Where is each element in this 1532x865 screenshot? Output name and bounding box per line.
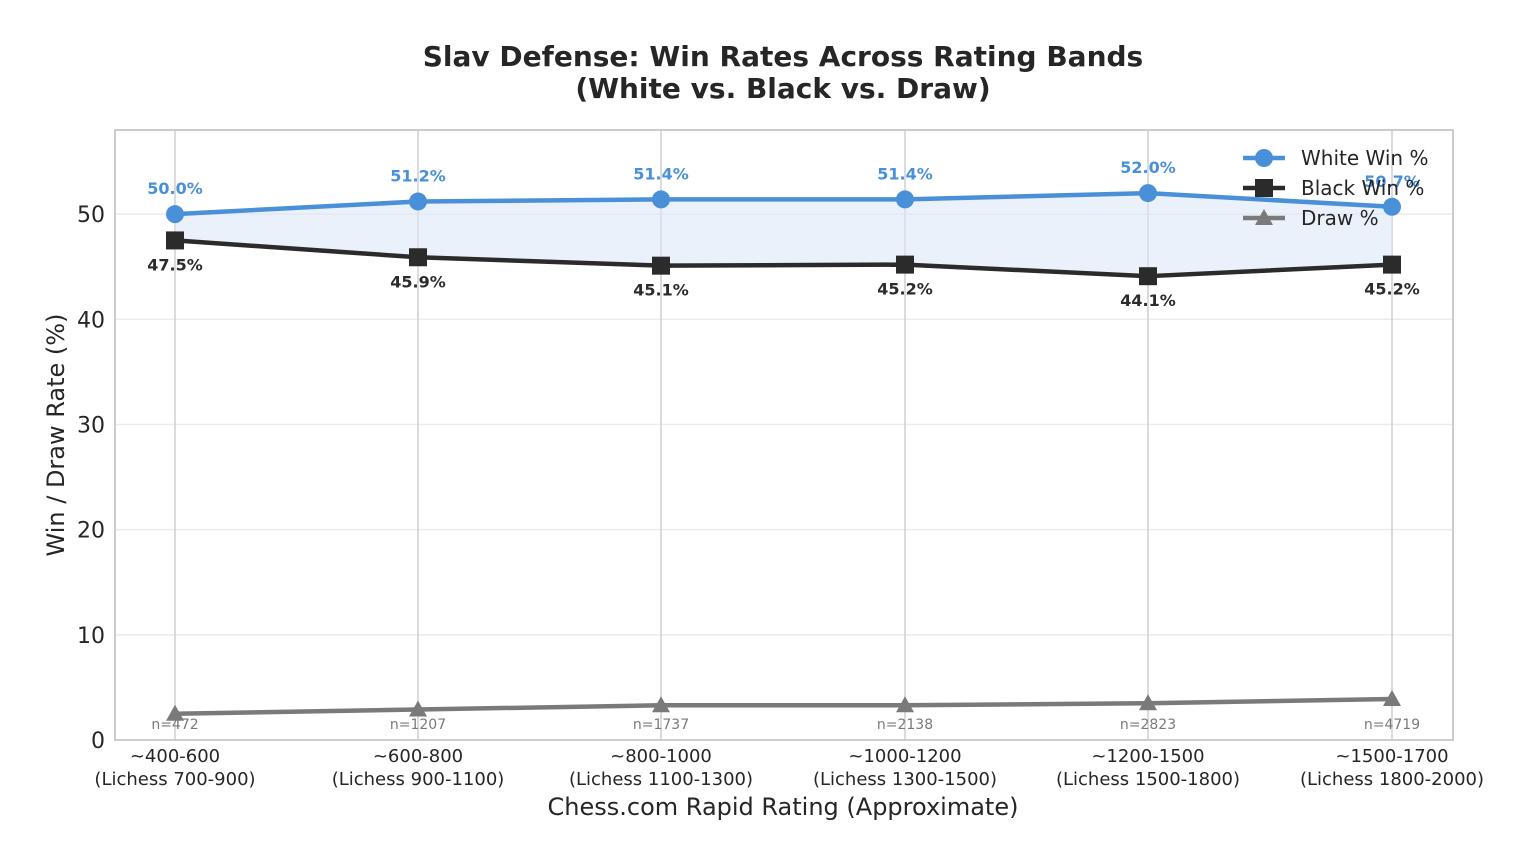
black-point [409,248,427,267]
white-data-label: 52.0% [1120,158,1176,177]
y-tick-label: 10 [77,624,105,649]
white-data-label: 51.2% [390,167,446,186]
legend-label-white: White Win % [1301,146,1428,170]
legend-label-draw: Draw % [1301,206,1379,230]
white-data-label: 50.7% [1364,172,1420,191]
draw-point [409,700,427,717]
x-tick-sublabel: (Lichess 1100-1300) [569,769,753,790]
black-data-label: 44.1% [1120,291,1176,310]
x-tick-label: ~400-600 [130,746,220,767]
legend: White Win % Black Win % Draw % [1243,146,1428,230]
white-data-label: 51.4% [877,164,933,183]
sample-size-label: n=4719 [1364,717,1420,733]
y-axis-label: Win / Draw Rate (%) [42,314,70,557]
y-tick-label: 50 [77,203,105,228]
white-black-gap-fill [175,193,1392,277]
white-point [166,205,184,224]
x-tick-label: ~800-1000 [610,746,712,767]
x-tick-label: ~1000-1200 [848,746,961,767]
x-tick-label: ~600-800 [373,746,463,767]
black-data-label: 45.2% [877,280,933,299]
white-point [1139,184,1157,203]
draw-series-line [174,696,1393,716]
draw-point [166,704,184,721]
black-point [166,231,184,250]
white-data-label: 50.0% [147,179,203,198]
white-point [896,190,914,209]
y-tick-label: 20 [77,519,105,544]
white-series-line [174,190,1393,217]
x-tick-sublabel: (Lichess 700-900) [94,769,255,790]
black-data-label: 45.1% [633,281,689,300]
x-axis-label: Chess.com Rapid Rating (Approximate) [548,793,1019,821]
legend-label-black: Black Win % [1301,176,1424,200]
white-point [1383,197,1401,216]
sample-size-label: n=2138 [877,717,933,733]
plot-frame [114,129,1454,741]
x-tick-label: ~1200-1500 [1091,746,1204,767]
chart-title-line-1: Slav Defense: Win Rates Across Rating Ba… [423,40,1143,73]
plot-area: 0 10 20 30 40 50 ~400-600(Lichess 700-900) ~600… [77,129,1484,790]
black-point [1139,267,1157,286]
x-tick-sublabel: (Lichess 1800-2000) [1300,769,1484,790]
draw-point [1383,689,1401,706]
x-tick-sublabel: (Lichess 1300-1500) [813,769,997,790]
legend-marker-black [1255,179,1273,197]
legend-marker-white [1255,149,1273,167]
draw-point [652,696,670,713]
sample-size-label: n=1207 [390,717,446,733]
black-point [652,256,670,275]
sample-size-label: n=1737 [633,717,689,733]
x-tick-label: ~1500-1700 [1335,746,1448,767]
y-tick-label: 0 [91,729,105,754]
legend-marker-draw [1255,209,1273,225]
y-tick-label: 40 [77,308,105,333]
sample-size-label: n=472 [151,717,198,733]
black-data-label: 45.9% [390,272,446,291]
y-tick-label: 30 [77,413,105,438]
chart-title-line-2: (White vs. Black vs. Draw) [575,72,990,105]
black-point [1383,255,1401,274]
white-point [409,192,427,211]
white-point [652,190,670,209]
draw-point [1139,694,1157,711]
draw-point [896,696,914,713]
black-data-label: 45.2% [1364,280,1420,299]
black-data-label: 47.5% [147,255,203,274]
x-tick-sublabel: (Lichess 900-1100) [332,769,505,790]
x-tick-sublabel: (Lichess 1500-1800) [1056,769,1240,790]
black-series-line [174,238,1393,279]
sample-size-label: n=2823 [1120,717,1176,733]
white-data-label: 51.4% [633,164,689,183]
black-point [896,255,914,274]
